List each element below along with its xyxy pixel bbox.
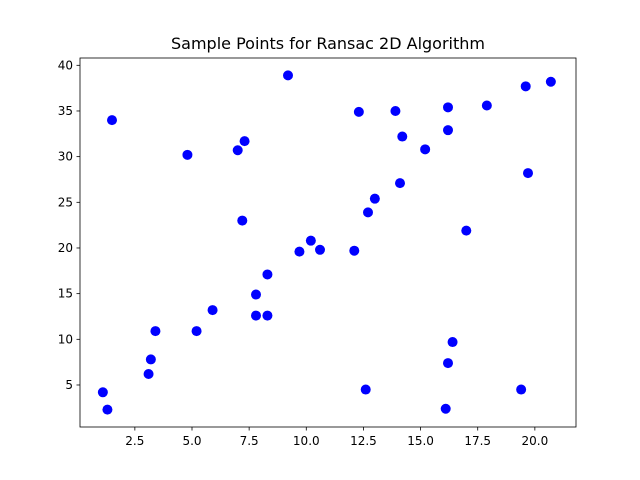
x-tick-label: 10.0 — [293, 434, 320, 448]
x-tick-label: 15.0 — [407, 434, 434, 448]
data-points — [97, 70, 556, 415]
x-tick-label: 2.5 — [125, 434, 144, 448]
y-tick-label: 25 — [58, 195, 73, 209]
y-tick-label: 35 — [58, 104, 73, 118]
data-point — [360, 384, 371, 395]
data-point — [143, 369, 154, 380]
data-point — [353, 106, 364, 117]
x-tick-label: 12.5 — [350, 434, 377, 448]
data-point — [182, 149, 193, 160]
data-point — [262, 269, 273, 280]
data-point — [545, 76, 556, 87]
data-point — [97, 387, 108, 398]
y-tick-label: 20 — [58, 241, 73, 255]
data-point — [443, 102, 453, 113]
y-tick-label: 40 — [58, 58, 73, 72]
y-tick-label: 10 — [58, 332, 73, 346]
data-point — [102, 404, 113, 415]
data-point — [251, 289, 261, 300]
data-point — [461, 225, 472, 236]
data-point — [397, 131, 408, 142]
y-tick-label: 5 — [65, 378, 73, 392]
x-tick-label: 20.0 — [521, 434, 548, 448]
data-point — [315, 244, 325, 255]
data-point — [520, 81, 531, 92]
data-point — [420, 144, 431, 155]
data-point — [191, 326, 202, 337]
data-point — [305, 235, 316, 246]
x-tick-label: 5.0 — [182, 434, 201, 448]
data-point — [251, 310, 261, 321]
data-point — [363, 207, 373, 218]
data-point — [150, 326, 161, 337]
data-point — [349, 245, 360, 256]
x-tick-label: 17.5 — [464, 434, 491, 448]
x-axis: 2.5 5.0 7.5 10.0 12.5 15.0 17.5 20.0 — [125, 427, 548, 448]
data-point — [145, 354, 156, 365]
data-point — [440, 403, 451, 414]
data-point — [481, 100, 492, 111]
data-point — [262, 310, 273, 321]
data-point — [516, 384, 527, 395]
y-tick-label: 15 — [58, 287, 73, 301]
data-point — [107, 115, 117, 126]
y-tick-label: 30 — [58, 150, 73, 164]
data-point — [239, 136, 250, 147]
data-point — [523, 168, 533, 179]
x-tick-label: 7.5 — [240, 434, 259, 448]
data-point — [207, 305, 218, 316]
data-point — [390, 105, 401, 116]
data-point — [443, 125, 453, 136]
data-point — [395, 178, 405, 189]
data-point — [294, 246, 305, 257]
data-point — [232, 145, 243, 156]
data-point — [443, 358, 453, 369]
data-point — [447, 337, 458, 348]
data-point — [369, 193, 380, 204]
chart-title: Sample Points for Ransac 2D Algorithm — [171, 34, 485, 53]
y-axis: 5 10 15 20 25 30 35 40 — [58, 58, 80, 392]
data-point — [283, 70, 293, 81]
data-point — [237, 215, 248, 226]
plot-area-frame — [79, 57, 577, 428]
